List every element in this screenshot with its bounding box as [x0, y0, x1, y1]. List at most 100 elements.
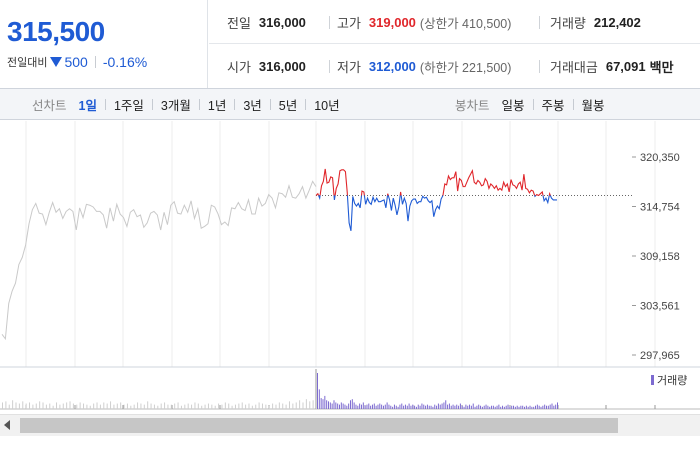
change-percent: -0.16% — [102, 54, 148, 70]
y-axis-labels: 320,350 314,754 309,158 303,561 297,965 — [632, 152, 680, 362]
volume-bar — [524, 406, 526, 409]
volume-bar — [12, 400, 14, 409]
high-label: 고가 — [337, 15, 361, 31]
volume-bar — [401, 403, 403, 409]
volume-bar — [432, 406, 434, 409]
low-value: 312,000 — [368, 58, 416, 74]
divider — [104, 98, 106, 110]
scroll-left-arrow-icon[interactable] — [4, 420, 10, 430]
period-monthly-candle[interactable]: 월봉 — [581, 98, 605, 113]
open-label: 시가 — [227, 59, 251, 75]
volume-bar — [340, 402, 342, 409]
volume-bar — [275, 404, 277, 409]
volume-bar — [140, 403, 142, 409]
volume-bar — [231, 405, 233, 409]
volume-bar — [62, 403, 64, 409]
volume-bar — [93, 403, 95, 409]
divider — [234, 98, 236, 110]
volume-bar — [373, 403, 375, 409]
volume-bar — [272, 403, 274, 409]
volume-bar — [282, 403, 284, 409]
volume-bar — [292, 403, 294, 409]
volume-bar — [364, 405, 366, 409]
today-price-line-down — [549, 195, 557, 201]
volume-bar — [382, 405, 384, 409]
volume-bar — [538, 405, 540, 409]
volume-bar — [546, 405, 548, 409]
divider — [329, 16, 330, 29]
volume-bar — [404, 404, 406, 409]
period-1y[interactable]: 1년 — [207, 98, 227, 113]
volume-bar — [535, 405, 537, 409]
volume-bar — [395, 405, 397, 409]
volume-bar — [207, 403, 209, 409]
change-label: 전일대비 — [7, 57, 48, 69]
volume-bar — [491, 405, 493, 409]
quote-summary: 315,500 전일대비 500 -0.16% 전일 316,000 고가 31… — [0, 0, 700, 89]
volume-bar — [445, 400, 447, 409]
volume-bar — [143, 404, 145, 409]
volume-bar — [318, 389, 320, 409]
volume-bar — [191, 404, 193, 409]
volume-bar — [423, 404, 425, 409]
volume-bar — [83, 403, 85, 409]
line-chart-title: 선차트 — [32, 98, 67, 113]
volume-bar — [96, 402, 98, 409]
volume-bar — [221, 404, 223, 409]
volume-bar — [338, 404, 340, 409]
volume-bar — [349, 400, 351, 409]
volume-bar — [381, 404, 383, 409]
volume-bar — [408, 403, 410, 409]
volume-bar — [130, 405, 132, 409]
volume-bar — [355, 404, 357, 409]
volume-bar — [214, 405, 216, 409]
divider — [329, 60, 330, 73]
change-row: 전일대비 500 -0.16% — [7, 54, 147, 70]
period-1d[interactable]: 1일 — [78, 98, 97, 113]
today-price-line-down — [542, 195, 550, 205]
period-1w[interactable]: 1주일 — [113, 98, 144, 113]
intraday-chart[interactable]: 320,350 314,754 309,158 303,561 297,965 거래량 — [0, 121, 700, 411]
volume-bar — [393, 404, 395, 409]
volume-bar — [72, 403, 74, 409]
volume-bar — [316, 398, 317, 409]
period-3m[interactable]: 3개월 — [160, 98, 191, 113]
today-price-line-down — [333, 195, 336, 200]
low-field: 저가 312,000 (하한가 221,500) — [337, 44, 511, 88]
volume-bar — [18, 403, 20, 409]
volume-bar — [245, 404, 247, 409]
period-weekly-candle[interactable]: 주봉 — [541, 98, 565, 113]
volume-bar — [39, 401, 41, 409]
today-price-line-down — [346, 195, 363, 231]
period-daily-candle[interactable]: 일봉 — [501, 98, 525, 113]
volume-bar — [483, 405, 485, 409]
trade-amount-field: 거래대금 67,091 백만 — [550, 44, 674, 88]
previous-day-price-line — [1, 180, 317, 341]
volume-bar — [474, 406, 476, 409]
period-5y[interactable]: 5년 — [278, 98, 298, 113]
volume-bar — [49, 403, 51, 409]
volume-bar — [113, 404, 115, 409]
volume-bar — [415, 406, 417, 409]
scrollbar-thumb[interactable] — [20, 418, 618, 433]
volume-bar — [333, 400, 335, 409]
period-3y[interactable]: 3년 — [243, 98, 262, 113]
volume-bar — [76, 404, 78, 409]
divider — [572, 98, 574, 110]
current-price: 315,500 — [7, 16, 105, 47]
volume-bar — [285, 404, 287, 409]
volume-bar — [258, 402, 260, 409]
volume-bar — [86, 404, 88, 409]
volume-bar — [421, 403, 423, 409]
volume-bar — [425, 405, 427, 409]
volume-bar — [116, 403, 118, 409]
volume-bar — [25, 403, 27, 409]
volume-bar — [228, 403, 230, 409]
volume-bar — [513, 405, 515, 409]
low-label: 저가 — [337, 59, 361, 75]
prev-close-value: 316,000 — [258, 14, 306, 30]
lower-limit-text: (하한가 221,500) — [419, 60, 512, 75]
chart-scrollbar[interactable] — [0, 414, 700, 436]
period-10y[interactable]: 10년 — [314, 98, 340, 113]
today-price-line-up — [399, 191, 402, 196]
